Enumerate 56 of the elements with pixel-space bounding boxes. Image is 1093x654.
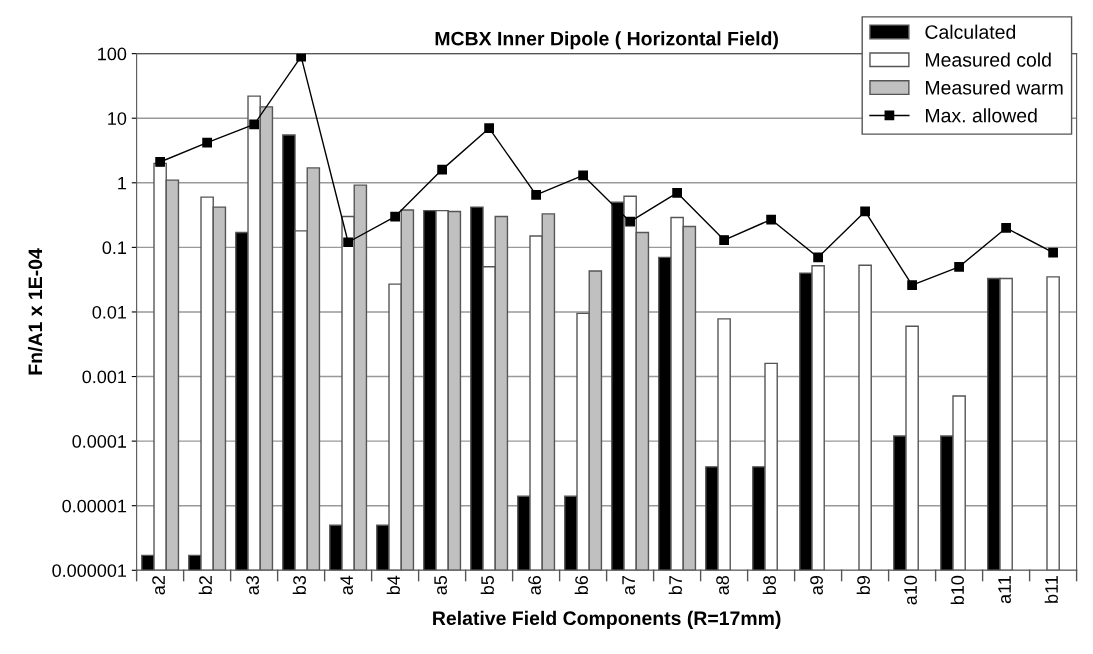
point	[531, 190, 541, 200]
x-tick-label: b10	[950, 575, 964, 605]
y-tick-label: 0.000001	[52, 564, 127, 578]
legend-label: Measured warm	[926, 80, 1063, 95]
y-tick-label: 10	[108, 112, 127, 125]
x-tick-label: a5	[434, 575, 447, 595]
x-tick-label: b6	[574, 575, 588, 595]
x-tick-label: b11	[1044, 576, 1058, 603]
x-tick-label: a11	[998, 576, 1011, 604]
x-tick-label: b5	[480, 575, 494, 595]
point	[672, 187, 682, 198]
legend-label: Calculated	[925, 24, 1016, 39]
legend-label: Measured cold	[926, 52, 1051, 67]
x-tick-label: a6	[528, 575, 541, 595]
point	[860, 206, 870, 217]
point	[719, 235, 729, 245]
point	[249, 119, 259, 130]
y-tick-label: 0.01	[92, 305, 127, 319]
point	[907, 280, 917, 291]
y-tick-label: 1	[118, 176, 127, 190]
point	[954, 261, 964, 272]
x-tick-label: a8	[716, 575, 729, 595]
x-tick-label: a2	[152, 576, 165, 595]
x-tick-label: b2	[198, 576, 212, 595]
point	[484, 123, 494, 134]
point	[766, 214, 776, 225]
point	[155, 157, 165, 167]
x-tick-label: a7	[622, 576, 635, 595]
chart-title: MCBX Inner Dipole ( Horizontal Field)	[435, 31, 778, 50]
legend-label: Max. allowed	[926, 108, 1037, 123]
x-tick-label: b3	[292, 575, 306, 595]
y-tick-label: 0.001	[82, 370, 127, 384]
point	[296, 53, 306, 62]
y-tick-label: 0.1	[102, 241, 127, 255]
point	[202, 137, 212, 148]
point	[1001, 223, 1011, 233]
x-tick-label: a3	[246, 575, 259, 595]
x-axis-title: Relative Field Components (R=17mm)	[433, 610, 781, 629]
y-tick-label: 100	[98, 47, 127, 61]
point	[437, 164, 447, 175]
x-tick-label: b4	[386, 575, 400, 595]
y-tick-label: 0.0001	[72, 435, 127, 448]
x-tick-label: b7	[668, 576, 682, 595]
point	[343, 237, 353, 248]
y-axis-title: Fn/A1 x 1E-04	[27, 248, 43, 375]
point	[578, 170, 588, 181]
y-tick-label: 0.00001	[62, 499, 127, 513]
point	[1048, 247, 1058, 258]
point	[390, 211, 400, 222]
x-tick-label: b8	[762, 575, 776, 595]
x-tick-label: a9	[810, 576, 823, 595]
point	[813, 252, 823, 263]
x-tick-label: b9	[856, 576, 870, 595]
x-tick-label: a4	[340, 575, 353, 595]
point	[625, 216, 635, 227]
x-tick-label: a10	[904, 575, 917, 605]
